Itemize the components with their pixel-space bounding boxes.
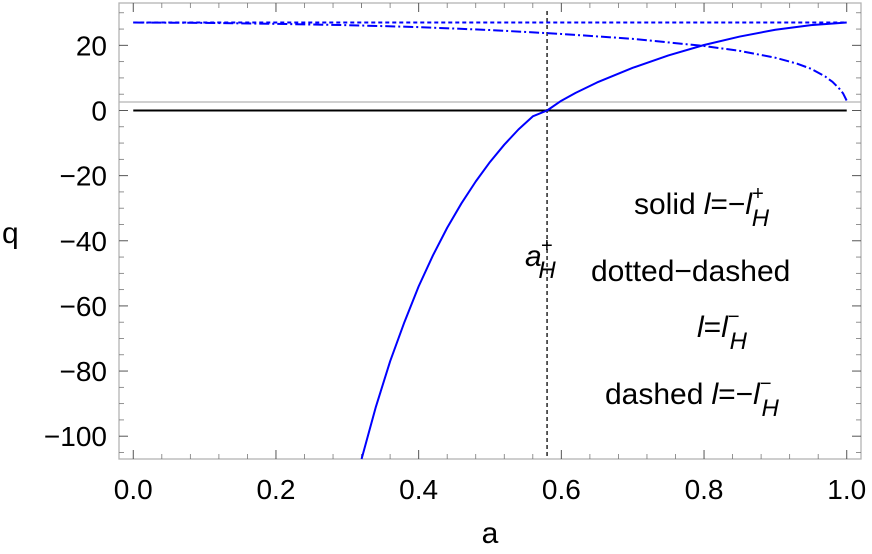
reference-lines <box>119 11 861 459</box>
legend-solid: solid l=−l+ H <box>634 183 770 232</box>
plot-frame <box>118 2 862 460</box>
x-axis-label: a <box>482 517 499 550</box>
curve-dotted-dashed <box>133 21 848 102</box>
y-tick-label-5: −80 <box>60 356 108 387</box>
legend-dashed: dashed l=−l− H <box>605 373 780 422</box>
x-tick-label-5: 1.0 <box>827 474 866 505</box>
x-tick-label-0: 0.0 <box>114 474 153 505</box>
y-tick-labels: 20 0 −20 −40 −60 −80 −100 <box>44 30 107 452</box>
x-tick-labels: 0.0 0.2 0.4 0.6 0.8 1.0 <box>114 474 866 505</box>
y-tick-label-3: −40 <box>60 226 108 257</box>
y-tick-label-2: −20 <box>60 161 108 192</box>
curves <box>133 21 848 460</box>
y-tick-label-0: 20 <box>76 30 107 61</box>
y-tick-label-1: 0 <box>91 95 107 126</box>
ticks <box>119 3 861 459</box>
x-tick-label-3: 0.6 <box>542 474 581 505</box>
x-tick-label-4: 0.8 <box>685 474 724 505</box>
legend-dotted-dashed-title: dotted−dashed <box>591 255 790 288</box>
legend-dotted-dashed-eq: l=l− H <box>697 306 748 355</box>
x-tick-label-1: 0.2 <box>256 474 295 505</box>
y-tick-label-4: −60 <box>60 291 108 322</box>
y-tick-label-6: −100 <box>44 421 107 452</box>
marker-label: a+ H <box>525 235 556 284</box>
y-axis-label: q <box>2 217 19 250</box>
curve-solid <box>360 21 847 460</box>
x-tick-label-2: 0.4 <box>399 474 438 505</box>
